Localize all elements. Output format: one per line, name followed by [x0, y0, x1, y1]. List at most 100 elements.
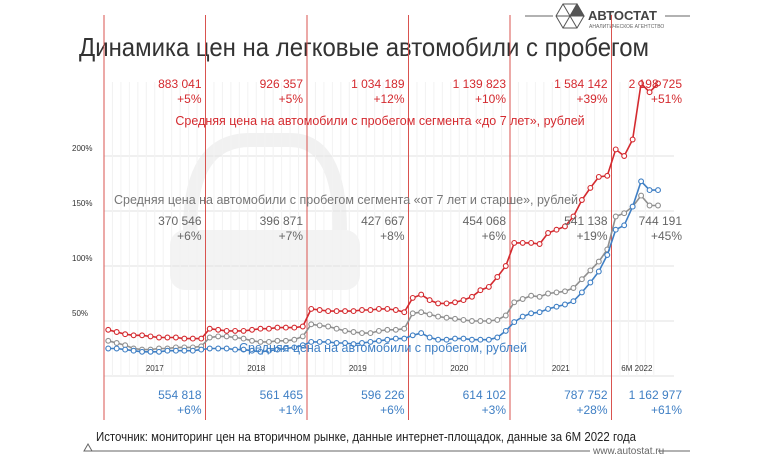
data-point — [595, 258, 602, 265]
logo-hexagon-icon — [555, 3, 585, 29]
data-point — [350, 308, 357, 315]
data-point — [333, 325, 340, 332]
data-point — [435, 336, 442, 343]
data-point — [189, 335, 196, 342]
data-point — [562, 288, 568, 295]
data-point — [249, 337, 255, 344]
data-point — [291, 336, 298, 343]
data-point — [587, 184, 594, 191]
period-label: 2019 — [349, 364, 367, 373]
data-point — [477, 318, 484, 324]
data-point — [198, 346, 205, 353]
data-point — [570, 298, 577, 305]
data-point — [638, 192, 645, 199]
data-point — [655, 80, 661, 87]
data-point — [477, 287, 484, 294]
data-point — [130, 347, 137, 354]
period-label: 2018 — [247, 364, 265, 373]
data-point — [105, 337, 112, 344]
data-point — [468, 293, 475, 300]
data-point — [629, 203, 636, 210]
data-point — [265, 325, 272, 332]
data-point — [223, 345, 230, 352]
annotation-value: 1 162 977 — [629, 388, 683, 402]
data-point — [172, 334, 179, 341]
annotation-value: 561 465 — [260, 388, 304, 402]
data-point — [646, 89, 653, 96]
data-point — [359, 330, 365, 337]
data-point — [494, 274, 501, 280]
data-point — [164, 334, 171, 341]
data-point — [460, 297, 467, 304]
data-point — [265, 338, 272, 345]
data-point — [282, 324, 289, 331]
data-point — [181, 347, 188, 354]
data-point — [232, 334, 239, 341]
data-point — [359, 307, 365, 313]
data-point — [189, 347, 196, 354]
data-point — [291, 344, 298, 351]
data-point — [122, 331, 129, 338]
data-point — [316, 322, 323, 329]
data-point — [578, 197, 585, 203]
data-point — [511, 299, 518, 306]
data-point — [477, 336, 484, 343]
data-point — [299, 333, 306, 340]
data-point — [562, 301, 568, 308]
data-point — [206, 345, 213, 352]
data-point — [342, 327, 349, 334]
data-point — [638, 80, 645, 87]
data-point — [350, 341, 357, 348]
source-note: Источник: мониторинг цен на вторичном ры… — [96, 430, 636, 444]
data-point — [215, 326, 222, 333]
data-point — [265, 347, 272, 354]
data-point — [375, 337, 382, 344]
data-point — [621, 222, 628, 229]
data-point — [299, 342, 306, 349]
data-point — [401, 335, 408, 342]
annotation-value: 883 041 — [158, 77, 202, 91]
data-point — [528, 239, 535, 246]
data-point — [147, 333, 154, 340]
data-point — [257, 325, 264, 332]
data-point — [333, 308, 340, 315]
data-point — [367, 307, 374, 313]
data-point — [223, 327, 230, 334]
data-point — [443, 336, 450, 343]
annotation-change: +39% — [576, 92, 607, 106]
data-point — [511, 319, 518, 326]
data-point — [562, 223, 568, 230]
data-point — [587, 279, 594, 286]
data-point — [418, 330, 425, 337]
logo-name: АВТОСТАТ — [588, 8, 657, 23]
annotation-value: 541 138 — [564, 214, 608, 228]
data-point — [604, 172, 611, 179]
annotation-value: 427 667 — [361, 214, 405, 228]
chart-title: Динамика цен на легковые автомобили с пр… — [79, 32, 649, 62]
data-point — [443, 300, 450, 307]
data-point — [553, 303, 560, 310]
annotation-value: 396 871 — [260, 214, 304, 228]
data-point — [308, 305, 315, 312]
data-point — [325, 338, 332, 345]
data-point — [147, 348, 154, 355]
annotation-change: +51% — [651, 92, 682, 106]
data-point — [452, 315, 458, 322]
data-point — [249, 347, 255, 354]
period-label: 6М 2022 — [621, 364, 653, 373]
period-label: 2020 — [450, 364, 468, 373]
footer-url[interactable]: www.autostat.ru — [592, 446, 664, 457]
data-point — [375, 305, 382, 312]
data-point — [646, 187, 653, 194]
data-point — [485, 283, 492, 290]
data-point — [392, 335, 399, 342]
annotation-change: +12% — [373, 92, 404, 106]
data-point — [468, 336, 475, 343]
annotation-value: 596 226 — [361, 388, 405, 402]
data-point — [595, 173, 602, 180]
annotation-change: +10% — [475, 92, 506, 106]
annotation-value: 370 546 — [158, 214, 202, 228]
data-point — [282, 345, 289, 352]
data-point — [240, 335, 247, 342]
data-point — [359, 340, 365, 346]
